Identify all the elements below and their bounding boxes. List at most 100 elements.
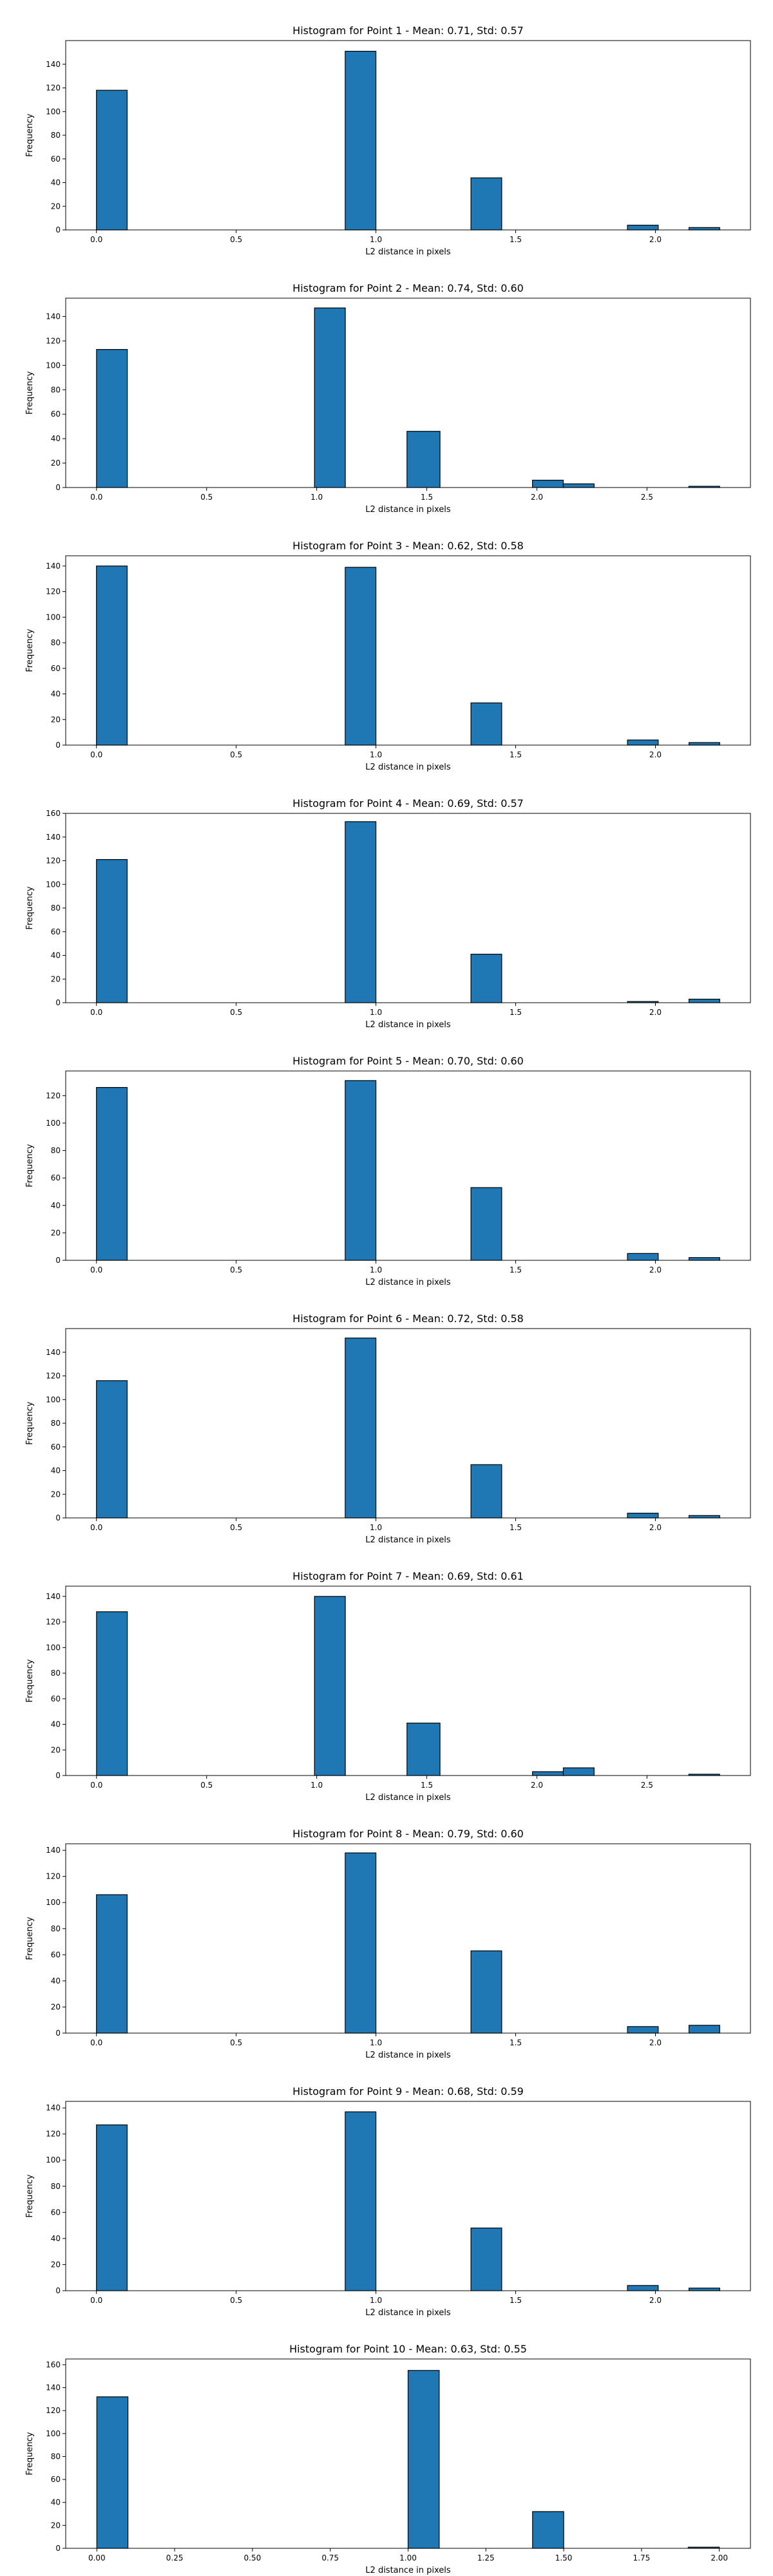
histogram-bar <box>96 1086 128 1261</box>
y-axis-label: Frequency <box>25 1144 35 1187</box>
histogram-bar <box>406 431 441 488</box>
histogram-bar <box>345 1338 377 1519</box>
y-tick-label: 60 <box>51 155 61 164</box>
x-axis-label: L2 distance in pixels <box>365 505 451 515</box>
x-tick-label: 2.0 <box>649 750 662 759</box>
x-tick-label: 1.00 <box>399 2553 417 2562</box>
histogram-bar <box>345 567 377 746</box>
histogram-bar <box>627 1253 659 1261</box>
histogram-bar <box>470 2228 502 2291</box>
histogram-bar <box>96 2124 128 2291</box>
y-tick-label: 40 <box>51 1201 61 1210</box>
x-tick-label: 0.5 <box>230 1008 242 1017</box>
x-tick-label: 1.25 <box>477 2553 495 2562</box>
x-tick-label: 0.0 <box>90 2296 102 2305</box>
y-tick-label: 100 <box>46 880 61 889</box>
x-tick-label: 1.0 <box>370 1008 382 1017</box>
y-tick-label: 20 <box>51 1228 61 1237</box>
x-axis-label: L2 distance in pixels <box>365 2566 451 2575</box>
histogram-bar <box>532 1771 564 1776</box>
y-tick-label: 60 <box>51 1950 61 1959</box>
x-tick-label: 2.0 <box>649 2038 662 2047</box>
y-axis-label: Frequency <box>25 1917 35 1960</box>
chart-panel-10: Histogram for Point 10 - Mean: 0.63, Std… <box>25 2343 751 2575</box>
axes-frame <box>65 555 751 746</box>
y-tick-label: 0 <box>55 2029 61 2038</box>
y-tick-label: 140 <box>46 1846 61 1855</box>
histogram-bar <box>96 1611 128 1776</box>
chart-title: Histogram for Point 10 - Mean: 0.63, Std… <box>289 2343 527 2355</box>
y-tick-label: 20 <box>51 2260 61 2269</box>
x-tick-label: 0.5 <box>230 750 242 759</box>
histogram-bar <box>345 2111 377 2291</box>
x-tick-label: 1.5 <box>510 1265 522 1274</box>
x-tick-label: 0.5 <box>230 2296 242 2305</box>
axes-frame <box>65 1070 751 1261</box>
y-tick-label: 100 <box>46 2155 61 2164</box>
histogram-bar <box>345 1080 377 1261</box>
x-axis-label: L2 distance in pixels <box>365 1278 451 1287</box>
histogram-bar <box>688 742 720 746</box>
x-tick-label: 0.0 <box>90 1781 102 1790</box>
histogram-bar <box>627 1513 659 1519</box>
y-tick-label: 120 <box>46 1872 61 1881</box>
y-tick-label: 0 <box>55 1771 61 1780</box>
y-tick-label: 80 <box>51 1146 61 1155</box>
histogram-bar <box>532 2511 564 2549</box>
x-tick-label: 0.5 <box>230 2038 242 2047</box>
y-tick-label: 120 <box>46 336 61 345</box>
y-tick-label: 20 <box>51 974 61 983</box>
y-tick-label: 60 <box>51 1443 61 1452</box>
histogram-bar <box>470 702 502 746</box>
y-tick-label: 80 <box>51 904 61 913</box>
chart-panel-8: Histogram for Point 8 - Mean: 0.79, Std:… <box>25 1828 751 2060</box>
y-tick-label: 40 <box>51 951 61 960</box>
y-axis-label: Frequency <box>25 113 35 156</box>
x-axis-label: L2 distance in pixels <box>365 762 451 772</box>
y-tick-label: 100 <box>46 1643 61 1652</box>
histogram-bar <box>627 2026 659 2034</box>
y-tick-label: 20 <box>51 202 61 211</box>
histogram-bar <box>470 1464 502 1519</box>
y-tick-label: 100 <box>46 1119 61 1128</box>
y-tick-label: 0 <box>55 1256 61 1265</box>
x-tick-label: 1.0 <box>370 1523 382 1532</box>
x-tick-label: 0.0 <box>90 1008 102 1017</box>
y-tick-label: 0 <box>55 2544 61 2553</box>
x-tick-label: 0.5 <box>230 1265 242 1274</box>
histogram-bar <box>470 177 502 231</box>
y-tick-label: 140 <box>46 2383 61 2392</box>
x-tick-label: 1.5 <box>510 2296 522 2305</box>
y-tick-label: 60 <box>51 1173 61 1182</box>
chart-title: Histogram for Point 9 - Mean: 0.68, Std:… <box>292 2085 524 2098</box>
y-tick-label: 100 <box>46 1898 61 1907</box>
y-tick-label: 80 <box>51 1924 61 1933</box>
histogram-bar <box>96 565 128 746</box>
histogram-bar <box>96 1380 128 1519</box>
y-tick-label: 120 <box>46 84 61 93</box>
y-axis-label: Frequency <box>25 886 35 929</box>
x-tick-label: 1.0 <box>370 750 382 759</box>
histogram-bar <box>314 1596 346 1776</box>
y-tick-label: 40 <box>51 690 61 699</box>
histogram-bar <box>470 954 502 1003</box>
x-tick-label: 1.5 <box>421 493 433 502</box>
x-tick-label: 2.0 <box>649 1008 662 1017</box>
x-tick-label: 1.75 <box>633 2553 651 2562</box>
y-tick-label: 40 <box>51 1720 61 1729</box>
y-tick-label: 140 <box>46 562 61 571</box>
y-tick-label: 140 <box>46 312 61 321</box>
y-tick-label: 20 <box>51 459 61 468</box>
histogram-bar <box>470 1187 502 1261</box>
histogram-bar <box>627 2285 659 2291</box>
y-tick-label: 20 <box>51 2002 61 2011</box>
x-tick-label: 1.0 <box>370 2296 382 2305</box>
chart-title: Histogram for Point 8 - Mean: 0.79, Std:… <box>292 1828 524 1840</box>
x-tick-label: 2.0 <box>531 1781 543 1790</box>
x-tick-label: 1.5 <box>510 235 522 244</box>
x-tick-label: 0.0 <box>90 493 102 502</box>
axes-frame <box>65 40 751 231</box>
x-tick-label: 2.0 <box>649 1523 662 1532</box>
x-axis-label: L2 distance in pixels <box>365 247 451 257</box>
x-axis-label: L2 distance in pixels <box>365 1793 451 1803</box>
